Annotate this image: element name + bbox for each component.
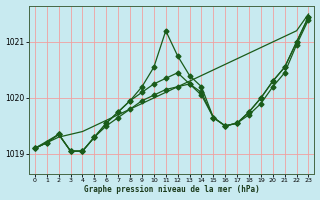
X-axis label: Graphe pression niveau de la mer (hPa): Graphe pression niveau de la mer (hPa) <box>84 185 260 194</box>
